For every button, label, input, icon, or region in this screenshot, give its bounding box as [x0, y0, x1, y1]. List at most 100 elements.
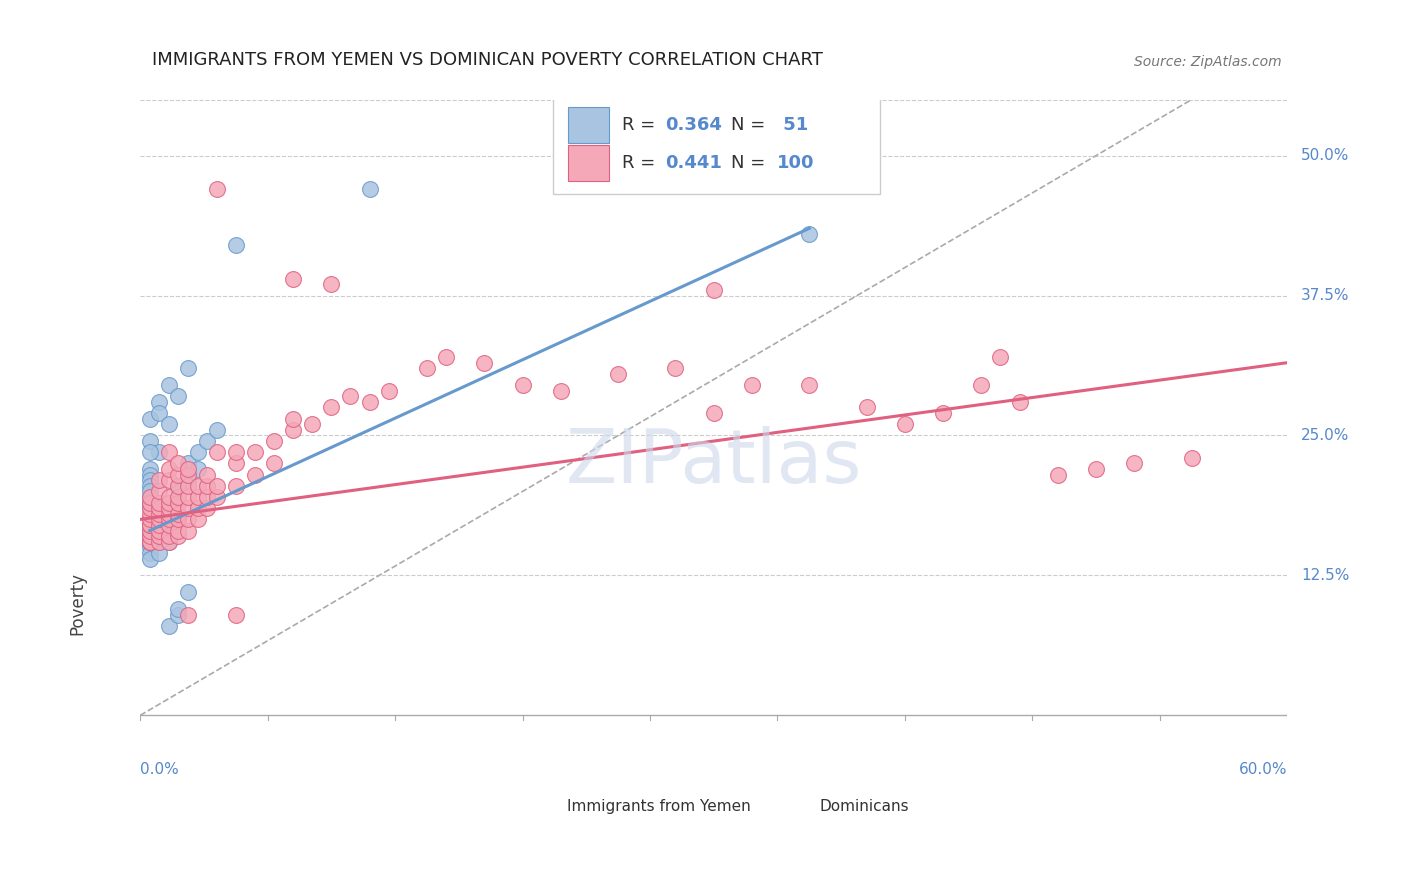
Point — [157, 507, 180, 521]
Point — [138, 541, 160, 555]
Text: Poverty: Poverty — [67, 572, 86, 635]
Text: ZIPatlas: ZIPatlas — [565, 425, 862, 499]
Point — [225, 238, 247, 252]
Point — [703, 283, 725, 297]
Point — [186, 512, 208, 526]
Point — [157, 473, 180, 487]
Point — [177, 457, 200, 471]
Text: 0.364: 0.364 — [665, 116, 723, 134]
Point — [138, 534, 160, 549]
Point — [195, 501, 218, 516]
Point — [195, 479, 218, 493]
Point — [167, 457, 190, 471]
Text: 50.0%: 50.0% — [1301, 148, 1350, 163]
Point — [148, 524, 170, 538]
Text: 60.0%: 60.0% — [1239, 763, 1288, 778]
Text: 37.5%: 37.5% — [1301, 288, 1350, 303]
Point — [607, 367, 630, 381]
Point — [321, 401, 343, 415]
Point — [138, 434, 160, 448]
Point — [148, 518, 170, 533]
Point — [138, 484, 160, 499]
Point — [512, 378, 534, 392]
Point — [138, 518, 160, 533]
Point — [243, 445, 266, 459]
Point — [148, 512, 170, 526]
Point — [157, 512, 180, 526]
Point — [205, 445, 228, 459]
Point — [1181, 450, 1204, 465]
Point — [990, 350, 1012, 364]
Text: Dominicans: Dominicans — [820, 798, 908, 814]
Point — [195, 434, 218, 448]
Point — [148, 495, 170, 509]
Point — [1123, 457, 1146, 471]
Point — [741, 378, 763, 392]
Point — [167, 479, 190, 493]
Point — [138, 518, 160, 533]
Point — [321, 277, 343, 292]
Text: N =: N = — [731, 153, 770, 172]
Point — [138, 524, 160, 538]
Point — [148, 395, 170, 409]
Point — [167, 529, 190, 543]
Text: Source: ZipAtlas.com: Source: ZipAtlas.com — [1133, 55, 1281, 70]
Point — [138, 473, 160, 487]
Point — [138, 490, 160, 504]
Point — [177, 585, 200, 599]
Point — [138, 524, 160, 538]
Point — [225, 607, 247, 622]
Point — [301, 417, 323, 432]
Point — [138, 534, 160, 549]
Point — [157, 490, 180, 504]
Point — [243, 467, 266, 482]
Point — [894, 417, 917, 432]
Point — [177, 361, 200, 376]
Point — [932, 406, 955, 420]
Point — [434, 350, 457, 364]
Point — [167, 495, 190, 509]
Point — [177, 479, 200, 493]
Point — [148, 534, 170, 549]
Point — [157, 445, 180, 459]
Point — [167, 607, 190, 622]
Point — [148, 484, 170, 499]
Point — [157, 378, 180, 392]
Point — [138, 495, 160, 509]
Point — [177, 473, 200, 487]
Point — [138, 411, 160, 425]
Point — [1046, 467, 1069, 482]
Point — [157, 524, 180, 538]
Point — [177, 467, 200, 482]
Point — [703, 406, 725, 420]
Point — [359, 182, 381, 196]
Point — [472, 356, 495, 370]
Point — [416, 361, 439, 376]
Text: 100: 100 — [776, 153, 814, 172]
Point — [186, 445, 208, 459]
Point — [157, 534, 180, 549]
Point — [177, 607, 200, 622]
Point — [148, 534, 170, 549]
Point — [186, 501, 208, 516]
Point — [186, 462, 208, 476]
Point — [799, 227, 821, 241]
Point — [205, 479, 228, 493]
Text: 0.441: 0.441 — [665, 153, 723, 172]
Text: 12.5%: 12.5% — [1301, 568, 1350, 582]
Point — [1008, 395, 1031, 409]
Text: R =: R = — [621, 116, 661, 134]
Point — [205, 182, 228, 196]
Point — [855, 401, 877, 415]
Point — [138, 518, 160, 533]
Point — [148, 524, 170, 538]
Point — [148, 501, 170, 516]
Point — [167, 495, 190, 509]
Point — [281, 271, 304, 285]
Point — [263, 434, 285, 448]
Point — [138, 462, 160, 476]
Point — [970, 378, 993, 392]
Point — [157, 507, 180, 521]
Point — [148, 507, 170, 521]
Point — [138, 501, 160, 516]
